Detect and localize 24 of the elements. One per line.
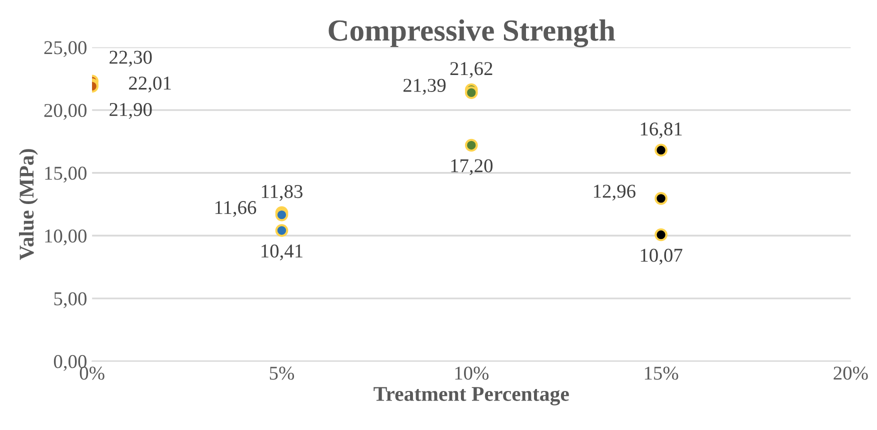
data-label: 17,20 (451, 159, 493, 176)
x-tick-label: 20% (834, 366, 868, 380)
data-label: 21,39 (403, 78, 446, 95)
y-axis-title: Value (MPa) (19, 149, 38, 260)
data-label: 21,62 (450, 62, 492, 78)
y-tick-label: 5,00 (54, 292, 86, 308)
data-label: 11,66 (215, 201, 256, 217)
x-tick-label: 15% (644, 366, 678, 380)
x-tick-label: 10% (455, 366, 489, 380)
data-label: 22,01 (129, 76, 171, 93)
x-axis-title: Treatment Percentage (374, 387, 569, 406)
x-tick-label: 5% (270, 366, 294, 380)
data-label: 22,30 (110, 50, 152, 67)
y-tick-label: 10,00 (45, 229, 86, 246)
data-label: 21,90 (110, 102, 152, 119)
data-label: 11,83 (262, 184, 302, 201)
data-label: 16,81 (640, 122, 682, 138)
data-label: 10,41 (262, 244, 302, 260)
y-tick-label: 25,00 (44, 41, 86, 58)
y-tick-label: 20,00 (44, 104, 86, 120)
chart-title: Compressive Strength (328, 19, 616, 48)
y-tick-label: 15,00 (45, 166, 86, 183)
data-label: 10,07 (640, 248, 682, 265)
data-label: 12,96 (594, 184, 636, 201)
